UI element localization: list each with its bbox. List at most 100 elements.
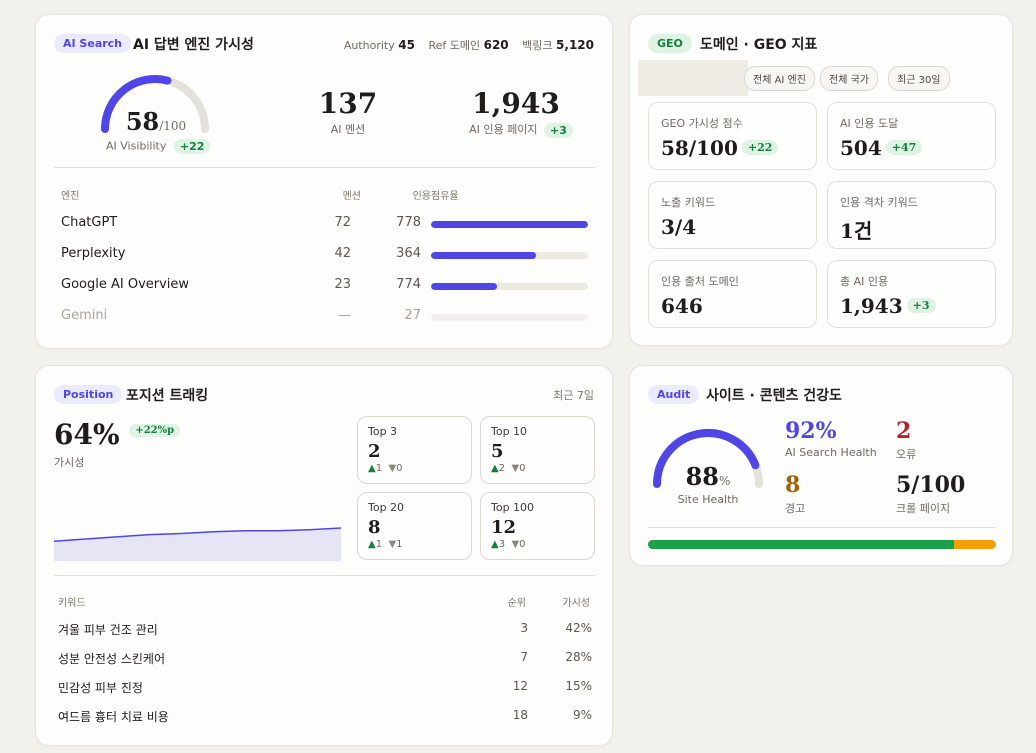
rank-col-header: 순위 — [507, 598, 526, 609]
ai-card-title: AI 답변 엔진 가시성 — [133, 37, 254, 53]
ai-pages-value: 1,943 — [472, 87, 560, 120]
geo-card-title: 도메인 · GEO 지표 — [700, 37, 818, 53]
top-rank-box: Top 100 12 ▲3 ▼0 — [480, 492, 595, 560]
health-progress-fill — [648, 540, 955, 549]
filter-placeholder — [638, 60, 748, 96]
triangle-up-icon: ▲ — [368, 539, 376, 550]
geo-pill: GEO — [648, 34, 692, 53]
keyword-rank: 12 — [512, 679, 528, 693]
keyword-visibility: 42% — [565, 621, 592, 635]
ai-reach-value: 504 +47 — [840, 136, 923, 160]
share-bar-fill — [431, 283, 497, 290]
triangle-down-icon: ▼ — [388, 463, 397, 474]
filter-engine[interactable]: 전체 AI 엔진 — [744, 66, 815, 91]
authority-value: 45 — [398, 38, 415, 52]
backlink-value: 5,120 — [556, 38, 594, 52]
engine-citations: 778 — [396, 215, 421, 230]
engine-name: ChatGPT — [61, 215, 118, 230]
keyword-row[interactable]: 민감성 피부 진정 12 15% — [58, 679, 592, 697]
position-visibility-label: 가시성 — [54, 456, 85, 469]
engine-citations: 27 — [404, 308, 421, 323]
site-health-value: 88 — [685, 462, 719, 491]
backlink-label: 백링크 — [522, 39, 553, 52]
ai-mentions-label: AI 멘션 — [330, 123, 366, 136]
warnings-value: 8 — [785, 472, 801, 498]
keyword-rank: 7 — [520, 650, 528, 664]
top-rank-box: Top 10 5 ▲2 ▼0 — [480, 416, 595, 484]
position-tracking-card: Position 포지션 트래킹 최근 7일 64% +22%p 가시성 Top… — [35, 365, 613, 746]
keyword-text: 민감성 피부 진정 — [58, 681, 143, 695]
audit-pill: Audit — [648, 385, 700, 404]
audit-card-title: 사이트 · 콘텐츠 건강도 — [706, 388, 842, 404]
total-citations-box: 총 AI 인용 1,943 +3 — [827, 260, 996, 328]
engine-name: Gemini — [61, 308, 108, 323]
site-health-label: Site Health — [677, 493, 739, 506]
position-pill: Position — [54, 385, 123, 404]
keyword-rank: 18 — [512, 708, 528, 722]
ai-visibility-delta: +22 — [173, 139, 211, 154]
top-rank-value: 12 — [491, 517, 517, 538]
geo-metrics-card: GEO 도메인 · GEO 지표 전체 AI 엔진 전체 국가 최근 30일 G… — [629, 14, 1013, 346]
total-citations-value: 1,943 +3 — [840, 294, 936, 318]
top-rank-value: 2 — [368, 441, 381, 462]
exposed-keywords-label: 노출 키워드 — [661, 196, 716, 209]
engine-mentions: 42 — [334, 246, 351, 261]
warnings-label: 경고 — [785, 502, 806, 515]
ai-search-pill: AI Search — [54, 34, 132, 53]
ai-reach-delta: +47 — [885, 140, 923, 155]
rank-down-count: 0 — [519, 539, 526, 550]
engine-row: Perplexity 42 364 — [61, 246, 588, 266]
keyword-row[interactable]: 여드름 흉터 치료 비용 18 9% — [58, 708, 592, 726]
ai-reach-label: AI 인용 도달 — [840, 117, 899, 130]
engine-mentions: 23 — [334, 277, 351, 292]
total-citations-label: 총 AI 인용 — [840, 275, 889, 288]
keyword-row[interactable]: 겨울 피부 건조 관리 3 42% — [58, 621, 592, 639]
top-rank-label: Top 10 — [491, 425, 528, 438]
keyword-col-header: 키워드 — [58, 598, 86, 609]
top-rank-box: Top 3 2 ▲1 ▼0 — [357, 416, 472, 484]
engine-name: Google AI Overview — [61, 277, 190, 292]
filter-country[interactable]: 전체 국가 — [820, 66, 878, 91]
ai-pages-caption: AI 인용 페이지 +3 — [446, 121, 596, 138]
engine-mentions: — — [338, 308, 351, 323]
triangle-up-icon: ▲ — [491, 463, 499, 474]
position-period: 최근 7일 — [553, 389, 594, 402]
ai-pages-delta: +3 — [544, 122, 573, 138]
engine-mentions: 72 — [334, 215, 351, 230]
filter-period[interactable]: 최근 30일 — [888, 66, 950, 91]
position-visibility-delta: +22%p — [129, 424, 181, 437]
top-rank-delta: ▲3 ▼0 — [491, 539, 526, 550]
keyword-row[interactable]: 성분 안전성 스킨케어 7 28% — [58, 650, 592, 668]
gap-keywords-box: 인용 격차 키워드 1건 — [827, 181, 996, 249]
top-rank-value: 5 — [491, 441, 504, 462]
engine-col-header: 엔진 — [61, 191, 80, 202]
geo-score-number: 58/100 — [661, 136, 738, 160]
ai-divider — [54, 167, 596, 168]
ai-health-label: AI Search Health — [785, 446, 877, 459]
ai-visibility-value: 58 — [125, 107, 160, 136]
triangle-down-icon: ▼ — [511, 539, 520, 550]
site-health-score: 88% — [658, 462, 758, 491]
audit-divider — [648, 527, 996, 528]
keyword-text: 겨울 피부 건조 관리 — [58, 623, 158, 637]
rank-up-count: 3 — [498, 539, 506, 550]
mention-col-header: 멘션 — [342, 191, 361, 202]
rank-down-count: 0 — [519, 463, 526, 474]
geo-score-box: GEO 가시성 점수 58/100 +22 — [648, 102, 817, 170]
rank-down-count: 0 — [396, 463, 403, 474]
keyword-visibility: 15% — [565, 679, 592, 693]
cite-col-header: 인용 — [412, 191, 431, 202]
share-bar-fill — [431, 221, 588, 228]
triangle-down-icon: ▼ — [388, 539, 397, 550]
engine-row: Gemini — 27 — [61, 308, 588, 328]
visibility-col-header: 가시성 — [562, 598, 590, 609]
rank-down-count: 1 — [396, 539, 403, 550]
share-bar — [431, 283, 588, 290]
share-bar — [431, 221, 588, 228]
top-rank-value: 8 — [368, 517, 381, 538]
engine-row: Google AI Overview 23 774 — [61, 277, 588, 297]
visibility-trend-chart — [54, 527, 341, 561]
keyword-text: 성분 안전성 스킨케어 — [58, 652, 165, 666]
position-divider — [54, 575, 596, 576]
rank-up-count: 1 — [375, 539, 383, 550]
